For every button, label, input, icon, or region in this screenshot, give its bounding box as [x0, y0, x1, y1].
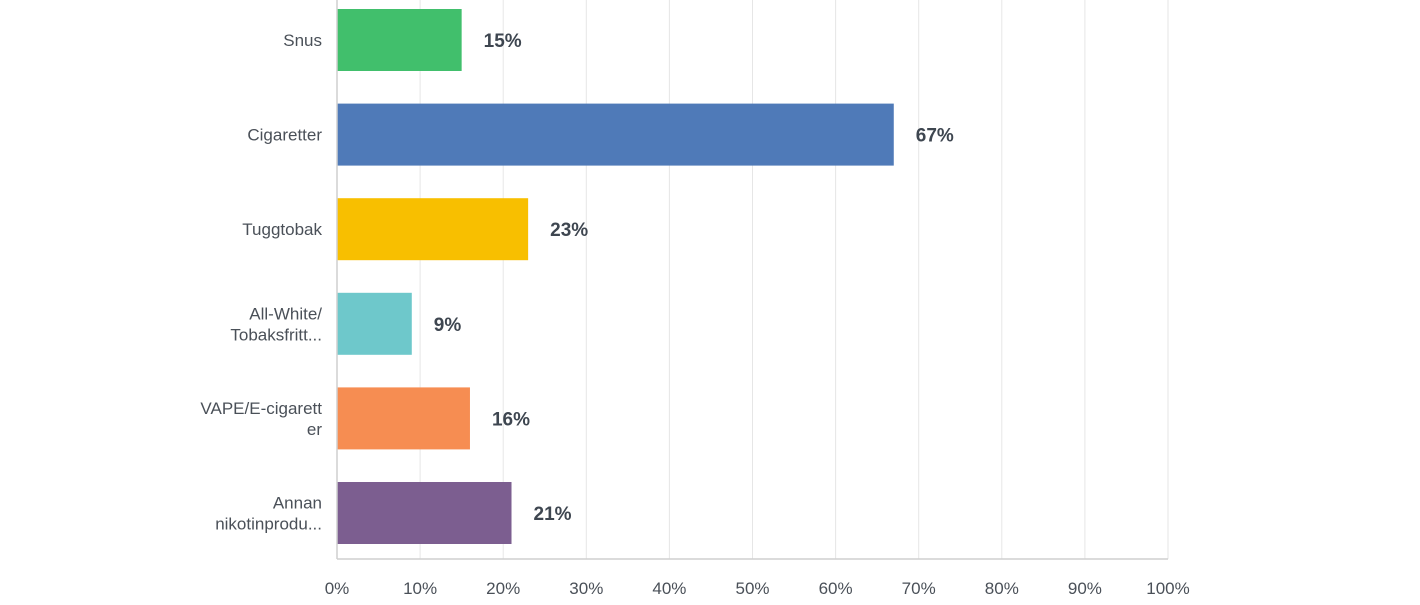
category-label: VAPE/E-cigarett — [200, 399, 322, 418]
bar — [337, 387, 470, 450]
x-tick-label: 30% — [569, 579, 603, 598]
x-tick-label: 80% — [985, 579, 1019, 598]
x-tick-label: 0% — [325, 579, 350, 598]
bar-value-label: 67% — [916, 126, 954, 147]
category-label: All-White/ — [249, 304, 322, 323]
category-label: Snus — [283, 31, 322, 50]
bar-value-label: 9% — [434, 315, 462, 336]
bar — [337, 9, 462, 71]
bar-layer — [337, 9, 894, 544]
x-tick-label: 10% — [403, 579, 437, 598]
x-tick-label: 20% — [486, 579, 520, 598]
label-layer: 0% 10% 20% 30% 40% 50% 60% 70% 80% 90% 100% 15% Snus… — [200, 31, 1189, 598]
bar — [337, 103, 894, 166]
category-label: er — [307, 420, 322, 439]
grid-layer — [419, 0, 1169, 559]
x-tick-label: 50% — [735, 579, 769, 598]
bar — [337, 292, 412, 355]
category-label: Tuggtobak — [242, 220, 322, 239]
x-tick-label: 100% — [1146, 579, 1189, 598]
x-tick-label: 90% — [1068, 579, 1102, 598]
category-label: Annan — [273, 494, 322, 513]
axis-layer — [336, 0, 1168, 560]
x-tick-label: 70% — [902, 579, 936, 598]
category-label: nikotinprodu... — [215, 515, 322, 534]
x-tick-label: 40% — [652, 579, 686, 598]
bar-value-label: 15% — [484, 31, 522, 52]
bar-value-label: 16% — [492, 409, 530, 430]
bar — [337, 482, 512, 544]
bar-value-label: 21% — [534, 504, 572, 525]
bar-value-label: 23% — [550, 220, 588, 241]
bar — [337, 198, 529, 261]
x-tick-label: 60% — [819, 579, 853, 598]
category-label: Tobaksfritt... — [230, 325, 322, 344]
category-label: Cigaretter — [247, 126, 322, 145]
